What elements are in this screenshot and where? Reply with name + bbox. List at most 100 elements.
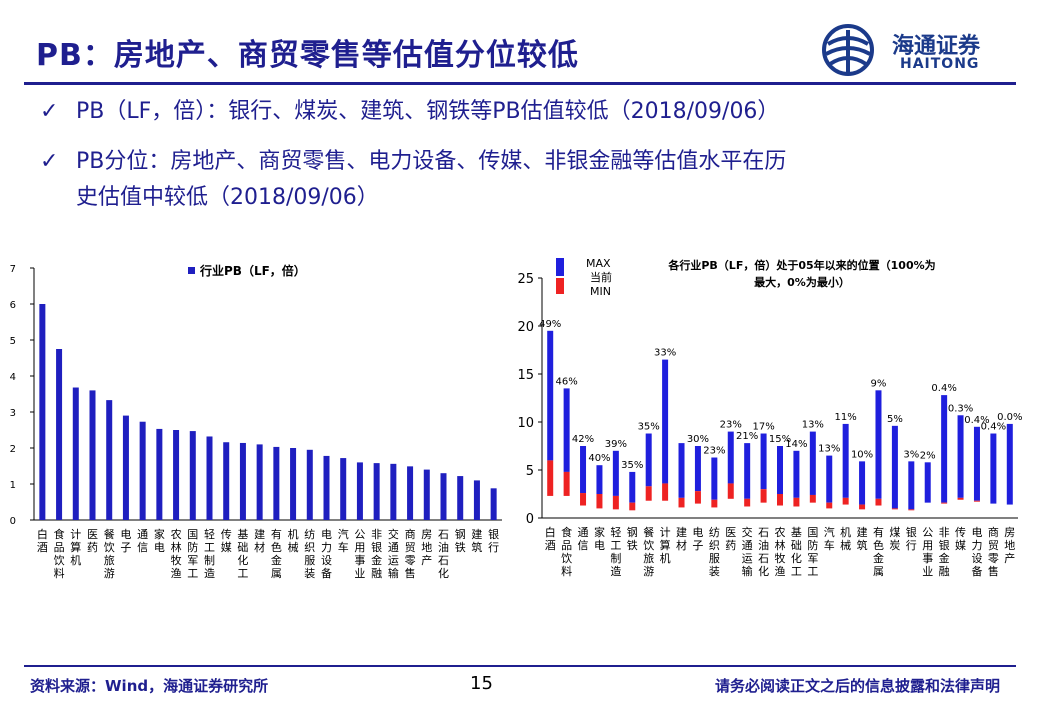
x-category-label: 纺织服装: [304, 527, 315, 580]
x-category-label: 餐饮旅游: [104, 527, 115, 580]
range-bar-upper: [727, 431, 734, 484]
bullet-percentile-line2: 史估值中较低（2018/09/06）: [76, 185, 379, 210]
range-bar-upper: [629, 471, 636, 503]
percentile-label: 0.0%: [997, 412, 1022, 423]
range-bar-lower: [727, 483, 734, 499]
range-bar-lower: [875, 498, 882, 506]
range-bar-lower: [777, 494, 783, 506]
x-category-label: 电力设备: [321, 528, 332, 580]
y-tick-label: 5: [526, 464, 534, 479]
x-category-label: 国防军工: [187, 528, 198, 580]
percentile-label: 23%: [703, 446, 725, 457]
y-tick-label: 10: [517, 416, 534, 431]
range-bar-upper: [612, 450, 619, 496]
range-bar-upper: [662, 359, 669, 484]
x-category-label: 食品饮料: [54, 527, 65, 580]
x-category-label: 传媒: [221, 528, 232, 554]
x-category-label: 轻工制造: [204, 527, 215, 580]
x-category-label: 基础化工: [791, 526, 802, 578]
x-category-label: 公用事业: [354, 528, 365, 580]
range-bar-lower: [957, 497, 964, 500]
range-bar-upper: [547, 330, 554, 461]
x-category-label: 交通运输: [388, 527, 399, 580]
legend-swatch-max: [556, 258, 564, 276]
x-category-label: 钢铁: [455, 528, 466, 554]
range-bar-upper: [711, 457, 718, 500]
x-category-label: 汽车: [338, 527, 349, 554]
x-category-label: 石油石化: [758, 526, 769, 578]
pb-percentile-chart: 0 5 10 15 20 25 49% 白酒 46% 食品饮料 42% 通信 40% 家电 39% 轻工制造 3…: [512, 252, 1040, 592]
range-bar-upper: [694, 446, 701, 492]
x-category-label: 餐饮旅游: [643, 525, 654, 578]
bar: [273, 446, 280, 520]
y-tick-label: 4: [10, 372, 16, 383]
bullet-pb-text: PB（LF，倍）：银行、煤炭、建筑、钢铁等PB估值较低（2018/09/06）: [76, 99, 780, 124]
range-bar-lower: [809, 494, 816, 503]
bar: [340, 458, 347, 520]
range-bar-lower: [842, 497, 849, 505]
x-category-label: 食品饮料: [561, 525, 572, 578]
range-bar-upper: [744, 443, 751, 499]
y-tick-label: 2: [10, 444, 16, 455]
bar: [156, 428, 163, 520]
percentile-label: 42%: [572, 434, 594, 445]
range-bar-lower: [793, 497, 800, 507]
range-bar-upper: [777, 446, 783, 494]
legend-swatch: [188, 267, 195, 274]
percentile-label: 3%: [903, 449, 919, 460]
x-category-label: 建筑: [471, 527, 482, 554]
range-bar-lower: [891, 508, 898, 510]
x-category-label: 国防军工: [807, 526, 818, 578]
bar: [206, 436, 213, 520]
range-bar-lower: [629, 502, 636, 511]
footer-divider: [24, 665, 1016, 667]
x-category-label: 石油石化: [438, 528, 449, 580]
bar: [173, 430, 180, 520]
legend-label-min: MIN: [590, 285, 611, 298]
source-note: 资料来源：Wind，海通证券研究所: [30, 677, 269, 695]
bar: [290, 448, 297, 520]
x-category-label: 交通运输: [742, 525, 753, 578]
y-tick-label: 0: [526, 512, 534, 527]
percentile-label: 33%: [654, 348, 676, 359]
percentile-label: 17%: [752, 422, 774, 433]
range-bar-lower: [744, 498, 751, 507]
page-title: PB：房地产、商贸零售等估值分位较低: [36, 38, 579, 73]
chart-title-line1: 各行业PB（LF，倍）处于05年以来的位置（100%为: [667, 258, 935, 272]
bar: [39, 304, 46, 520]
y-tick-label: 0: [10, 516, 16, 527]
logo-text-en: HAITONG: [900, 56, 980, 72]
y-tick-label: 6: [10, 300, 16, 311]
x-category-label: 电力设备: [971, 526, 982, 578]
legend-swatch-min: [556, 278, 564, 294]
x-category-label: 电子: [692, 526, 703, 552]
legend-label-max: MAX: [586, 257, 611, 270]
x-category-label: 有色金属: [271, 527, 282, 580]
bar: [457, 476, 464, 520]
bar: [72, 387, 79, 520]
y-tick-label: 1: [10, 480, 16, 491]
range-bar-upper: [596, 465, 603, 494]
range-bar-upper: [580, 446, 587, 494]
y-tick-label: 5: [10, 336, 16, 347]
range-bar-upper: [809, 431, 816, 495]
percentile-label: 0.4%: [981, 422, 1006, 433]
x-category-label: 房地产: [421, 528, 432, 567]
range-bar-lower: [973, 500, 980, 502]
percentile-label: 15%: [769, 434, 791, 445]
range-bar-lower: [826, 502, 833, 509]
x-category-label: 通信: [137, 528, 148, 554]
x-category-label: 建材: [676, 525, 687, 552]
x-category-label: 非银金融: [939, 526, 950, 578]
percentile-label: 23%: [720, 420, 742, 431]
percentile-label: 13%: [818, 444, 840, 455]
x-category-label: 家电: [154, 527, 165, 554]
range-bar-upper: [908, 461, 915, 510]
range-bar-upper: [826, 455, 833, 503]
x-category-label: 建筑: [857, 525, 868, 552]
y-tick-label: 7: [10, 264, 16, 275]
x-category-label: 汽车: [824, 525, 835, 552]
bullet-pb-percentile: ✓ PB分位：房地产、商贸零售、电力设备、传媒、非银金融等估值水平在历 史估值中…: [40, 144, 1000, 216]
chart-title-line2: 最大，0%为最小）: [754, 275, 850, 289]
title-divider: [24, 82, 1016, 85]
